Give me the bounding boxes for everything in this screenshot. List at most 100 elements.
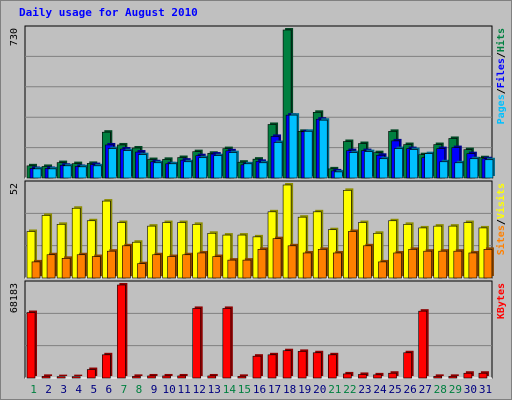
bar-pages-day-1 bbox=[32, 166, 43, 179]
bar-sites-day-25-face bbox=[393, 252, 402, 279]
bar-sites-day-1 bbox=[31, 259, 42, 279]
bar-kbytes-day-28 bbox=[433, 374, 444, 379]
bar-sites-day-25 bbox=[393, 250, 404, 279]
bar-kbytes-day-10-face bbox=[162, 375, 171, 379]
bar-pages-day-12 bbox=[198, 155, 209, 179]
bar-kbytes-day-31 bbox=[478, 371, 489, 379]
x-tick-label-day-19: 19 bbox=[298, 383, 311, 396]
bar-visits-day-14 bbox=[222, 233, 233, 279]
bar-sites-day-13 bbox=[212, 254, 223, 279]
bar-pages-day-8-face bbox=[138, 154, 147, 179]
bar-visits-day-24-face bbox=[373, 232, 382, 279]
bar-visits-day-19 bbox=[297, 215, 309, 279]
bar-kbytes-day-6-face bbox=[102, 354, 111, 379]
bar-kbytes-day-18 bbox=[282, 348, 294, 379]
bar-pages-day-3-face bbox=[62, 165, 72, 179]
bar-sites-day-5 bbox=[91, 254, 103, 279]
bar-sites-day-6 bbox=[107, 249, 118, 279]
x-tick-label-day-4: 4 bbox=[75, 383, 82, 396]
bar-pages-day-7 bbox=[123, 148, 134, 179]
bar-pages-day-30-face bbox=[469, 158, 479, 179]
bar-kbytes-day-28-face bbox=[433, 376, 443, 379]
bar-kbytes-day-16-face bbox=[252, 355, 262, 379]
x-tick-label-day-6: 6 bbox=[106, 383, 113, 396]
bar-sites-day-3-face bbox=[61, 258, 71, 279]
bar-sites-day-22 bbox=[348, 229, 359, 279]
x-tick-label-day-16: 16 bbox=[253, 383, 266, 396]
bar-kbytes-day-22 bbox=[343, 371, 354, 379]
bar-kbytes-day-28-depth bbox=[435, 374, 444, 376]
bar-sites-day-2 bbox=[46, 252, 58, 279]
bar-visits-day-15-face bbox=[237, 234, 247, 279]
bar-pages-day-24 bbox=[379, 156, 390, 179]
bar-sites-day-8-face bbox=[137, 263, 146, 279]
bar-kbytes-day-30-face bbox=[463, 372, 473, 379]
bar-visits-day-20 bbox=[312, 209, 324, 279]
bar-sites-day-20-face bbox=[317, 249, 327, 279]
bar-pages-day-4-face bbox=[77, 166, 87, 179]
bar-visits-day-25 bbox=[388, 218, 399, 279]
x-tick-label-day-24: 24 bbox=[373, 383, 387, 396]
x-tick-label-day-29: 29 bbox=[449, 383, 462, 396]
bar-visits-day-4-face bbox=[71, 207, 81, 279]
visits-sites-ymax-label: 52 bbox=[9, 183, 20, 195]
bar-kbytes-day-10-depth bbox=[164, 373, 173, 376]
bar-kbytes-day-20 bbox=[312, 350, 324, 379]
bar-sites-day-9 bbox=[152, 252, 163, 279]
bar-visits-day-9-face bbox=[147, 225, 156, 279]
bar-kbytes-day-25-face bbox=[388, 372, 397, 379]
bar-visits-day-2 bbox=[41, 213, 53, 279]
bar-kbytes-day-16 bbox=[252, 354, 263, 379]
bar-sites-day-9-face bbox=[152, 254, 161, 279]
bar-pages-day-31 bbox=[484, 157, 495, 179]
legend-: / bbox=[496, 88, 507, 94]
bar-visits-day-1-face bbox=[26, 231, 36, 279]
bar-pages-day-26-face bbox=[409, 149, 418, 179]
bar-pages-day-19 bbox=[303, 129, 315, 179]
legend-pages: Pages bbox=[496, 94, 507, 124]
bar-kbytes-day-21 bbox=[327, 352, 339, 379]
bar-pages-day-22-face bbox=[349, 152, 358, 179]
visits-sites-legend: Sites/Visits bbox=[495, 183, 507, 255]
bar-pages-day-25 bbox=[394, 146, 405, 179]
bar-visits-day-9 bbox=[147, 224, 158, 279]
bar-sites-day-17-face bbox=[272, 238, 282, 279]
bar-sites-day-14-face bbox=[227, 259, 237, 279]
bar-visits-day-30-face bbox=[463, 222, 473, 279]
bar-pages-day-10 bbox=[168, 161, 179, 179]
chart-title: Daily usage for August 2010 bbox=[19, 6, 198, 19]
bar-sites-day-24-face bbox=[378, 261, 387, 279]
bar-kbytes-day-22-face bbox=[343, 373, 352, 379]
bar-kbytes-day-6 bbox=[102, 352, 113, 379]
hits-files-pages-ymax-label: 730 bbox=[9, 28, 20, 46]
bar-kbytes-day-8-face bbox=[132, 376, 141, 379]
bar-kbytes-day-3 bbox=[56, 374, 68, 379]
x-tick-label-day-5: 5 bbox=[90, 383, 97, 396]
bar-kbytes-day-4-face bbox=[71, 376, 81, 379]
bar-sites-day-16-face bbox=[257, 249, 267, 279]
bar-kbytes-day-9 bbox=[147, 373, 158, 379]
bar-sites-day-14 bbox=[227, 258, 238, 279]
bar-sites-day-19-face bbox=[302, 252, 312, 279]
bar-pages-day-29-face bbox=[454, 162, 464, 179]
bar-sites-day-5-face bbox=[91, 256, 101, 279]
x-tick-label-day-30: 30 bbox=[464, 383, 477, 396]
bar-sites-day-17 bbox=[272, 236, 284, 279]
bar-kbytes-day-1-face bbox=[26, 312, 36, 379]
bar-sites-day-24 bbox=[378, 259, 389, 279]
bar-pages-day-25-face bbox=[394, 148, 403, 179]
bar-kbytes-day-23-face bbox=[358, 374, 367, 379]
bar-kbytes-day-17-face bbox=[267, 354, 277, 379]
bar-kbytes-day-14-face bbox=[222, 308, 232, 379]
bar-sites-day-12-face bbox=[197, 252, 207, 279]
legend-: / bbox=[496, 52, 507, 58]
bar-pages-day-24-face bbox=[379, 158, 388, 179]
bar-sites-day-7 bbox=[122, 243, 133, 279]
x-tick-label-day-8: 8 bbox=[136, 383, 143, 396]
bar-pages-day-8 bbox=[138, 152, 149, 179]
bar-pages-day-15-face bbox=[243, 163, 253, 179]
x-tick-label-day-27: 27 bbox=[419, 383, 432, 396]
bar-pages-day-18 bbox=[288, 113, 300, 179]
bar-pages-day-7-face bbox=[123, 150, 132, 179]
